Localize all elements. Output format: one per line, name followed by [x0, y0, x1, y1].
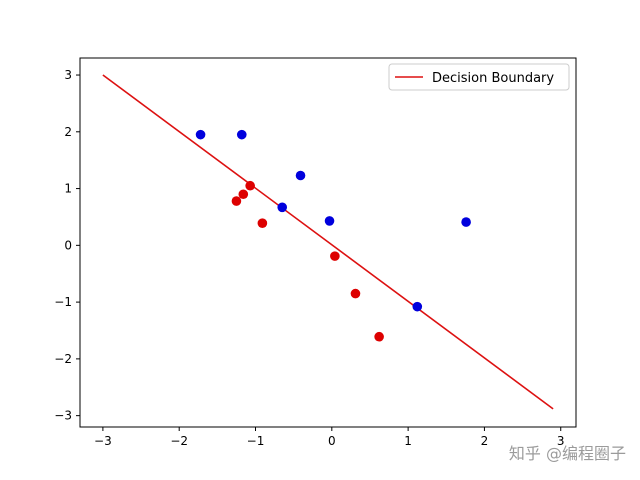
- x-tick-label: 2: [481, 434, 489, 448]
- x-tick-label: −1: [247, 434, 265, 448]
- y-tick-label: 3: [64, 68, 72, 82]
- red-point: [245, 180, 255, 191]
- x-tick-label: 3: [557, 434, 565, 448]
- boundary-line-layer: [102, 74, 554, 410]
- blue-point: [236, 129, 247, 140]
- points-layer: [195, 129, 471, 342]
- red-point: [374, 331, 384, 342]
- y-axis-ticks: −3 −2 −1 0 1 2 3: [54, 68, 80, 423]
- legend: Decision Boundary: [388, 63, 570, 91]
- watermark-text: 知乎 @编程圈子: [508, 444, 626, 463]
- blue-point: [295, 170, 306, 181]
- red-point: [330, 251, 340, 261]
- y-tick-label: 1: [64, 182, 72, 196]
- x-tick-label: 1: [404, 434, 412, 448]
- blue-point: [324, 216, 335, 226]
- x-tick-label: −3: [94, 434, 112, 448]
- red-point: [231, 196, 242, 206]
- decision-boundary-line: [102, 74, 554, 410]
- y-tick-label: −3: [54, 409, 72, 423]
- red-point: [257, 218, 268, 228]
- x-tick-label: −2: [170, 434, 188, 448]
- y-tick-label: −2: [54, 352, 72, 366]
- blue-point: [277, 202, 288, 213]
- plot-area-frame: [79, 57, 577, 428]
- legend-label: Decision Boundary: [432, 71, 554, 86]
- red-point: [238, 189, 249, 200]
- blue-point: [412, 301, 423, 312]
- y-tick-label: 0: [64, 238, 72, 252]
- y-tick-label: −1: [54, 295, 72, 309]
- y-tick-label: 2: [64, 125, 72, 139]
- x-tick-label: 0: [328, 434, 336, 448]
- legend-box: [388, 63, 570, 91]
- red-point: [350, 288, 361, 299]
- x-axis-ticks: −3 −2 −1 0 1 2 3: [94, 427, 565, 448]
- blue-point: [461, 217, 471, 227]
- blue-point: [195, 129, 206, 140]
